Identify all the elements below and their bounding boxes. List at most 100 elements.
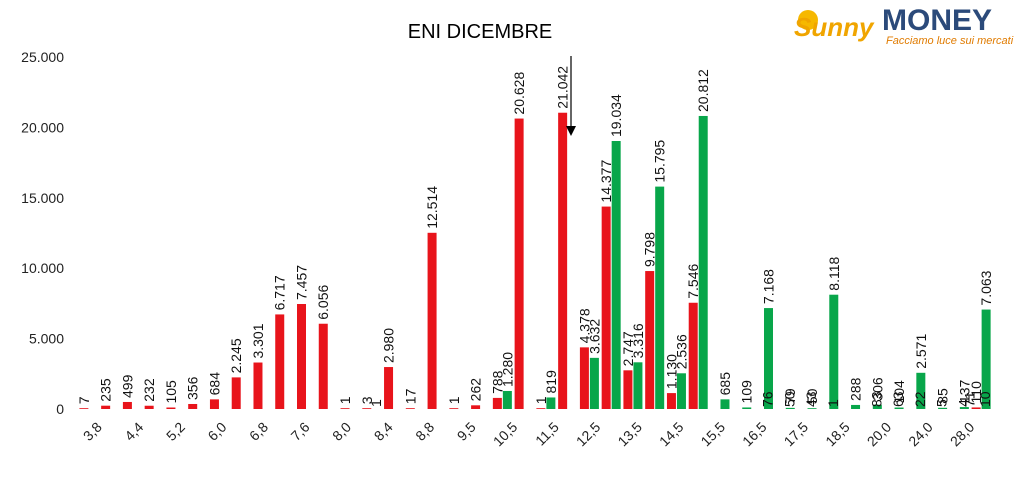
- call-bar: [851, 404, 861, 409]
- put-data-label: 1: [533, 396, 549, 404]
- put-bar: [166, 407, 176, 409]
- call-bar: [676, 373, 686, 409]
- call-data-label: 2.571: [913, 334, 929, 369]
- x-axis: 3,8 4,4 5,2 6,0 6,8 7,6 8,0 8,4 8,8 9,5 10,5 11,5 12…: [80, 419, 978, 450]
- put-bar: [340, 408, 350, 409]
- x-tick-label: 24,0: [905, 419, 936, 450]
- put-data-label: 232: [141, 378, 157, 402]
- call-bar: [894, 407, 904, 409]
- put-bar: [623, 370, 633, 409]
- put-data-label: 20.628: [511, 72, 527, 115]
- x-tick-label: 5,2: [163, 419, 188, 444]
- put-bar: [209, 399, 219, 409]
- put-data-label: 105: [163, 380, 179, 404]
- extra-data-label: 43: [803, 391, 819, 407]
- put-data-label: 7: [76, 396, 92, 404]
- call-data-label: 109: [739, 380, 755, 404]
- put-bar: [579, 347, 589, 409]
- put-data-label: 2.747: [620, 331, 636, 366]
- put-bar: [688, 302, 698, 409]
- put-data-label: 1: [446, 396, 462, 404]
- call-data-label: 137: [956, 379, 972, 403]
- call-bar: [502, 390, 512, 409]
- put-bar: [558, 112, 568, 409]
- x-tick-label: 11,5: [532, 419, 562, 449]
- extra-data-label: 1: [825, 399, 841, 407]
- put-data-label: 2.980: [381, 328, 397, 363]
- x-tick-label: 18,5: [822, 419, 853, 450]
- put-bar: [188, 403, 198, 409]
- call-data-label: 104: [891, 380, 907, 404]
- chart-title: ENI DICEMBRE: [408, 21, 552, 43]
- call-data-label: 819: [543, 370, 559, 394]
- x-tick-label: 15,5: [697, 419, 728, 450]
- x-tick-label: 16,5: [739, 419, 770, 450]
- put-bar: [405, 408, 415, 409]
- put-bar: [253, 362, 263, 409]
- put-data-label: 788: [489, 370, 505, 394]
- call-data-label: 1.280: [499, 352, 515, 387]
- call-data-label: 288: [848, 377, 864, 401]
- put-data-label: 262: [468, 378, 484, 402]
- arrowhead-icon: [566, 126, 576, 136]
- x-tick-label: 10,5: [490, 419, 521, 450]
- call-data-label: 20.812: [695, 69, 711, 112]
- put-bar: [971, 407, 981, 409]
- extra-data-label: 22: [912, 391, 928, 407]
- call-bar: [916, 372, 926, 409]
- call-bar: [938, 407, 948, 409]
- y-tick-label: 25.000: [21, 49, 64, 65]
- put-bar: [297, 304, 306, 409]
- logo-tagline: Facciamo luce sui mercati: [886, 35, 1014, 47]
- extra-data-label: 63: [890, 391, 906, 407]
- call-bar: [785, 407, 795, 409]
- x-tick-label: 17,5: [781, 419, 812, 450]
- x-tick-label: 20,0: [864, 419, 895, 450]
- call-data-label: 50: [804, 388, 820, 404]
- call-data-label: 306: [869, 377, 885, 401]
- call-data-label: 19.034: [608, 94, 624, 137]
- put-bar: [362, 408, 372, 409]
- extra-data-label: 10: [977, 391, 993, 407]
- x-tick-label: 9,5: [454, 419, 479, 444]
- x-tick-label: 8,4: [371, 419, 396, 444]
- put-data-label: 17: [402, 388, 418, 404]
- put-data-label: 14.377: [598, 160, 614, 203]
- put-data-label: 21.042: [555, 66, 571, 109]
- extra-data-label: 76: [760, 391, 776, 407]
- y-tick-label: 5.000: [29, 331, 64, 347]
- x-tick-label: 28,0: [947, 419, 978, 450]
- put-bar: [666, 393, 676, 409]
- y-tick-label: 20.000: [21, 119, 64, 135]
- extra-data-label: 71: [961, 391, 977, 407]
- call-data-label: 685: [717, 372, 733, 396]
- call-bar: [764, 308, 773, 409]
- put-data-label: 1.130: [663, 354, 679, 389]
- x-tick-label: 6,8: [246, 419, 271, 444]
- x-tick-label: 8,8: [412, 419, 437, 444]
- call-bar: [611, 141, 621, 409]
- put-data-label: 4.378: [576, 308, 592, 343]
- put-bar: [384, 367, 394, 409]
- put-bar: [492, 397, 502, 409]
- put-data-label: 9.798: [642, 232, 658, 267]
- put-data-label: 6.056: [315, 284, 331, 319]
- put-bar: [645, 271, 655, 409]
- put-bar: [318, 323, 328, 409]
- logo-brand-money: MONEY: [882, 4, 992, 37]
- sun-icon: [798, 10, 818, 30]
- extra-data-label: 5: [934, 399, 950, 407]
- call-data-label: 2.536: [673, 334, 689, 369]
- put-data-label: 7.457: [294, 265, 310, 300]
- put-bar: [144, 405, 154, 409]
- extra-data-label: 1: [368, 399, 384, 407]
- put-data-label: 3.301: [250, 323, 266, 358]
- x-tick-label: 7,6: [288, 419, 313, 444]
- put-data-label: 1: [337, 396, 353, 404]
- put-data-label: 3: [359, 396, 375, 404]
- y-tick-label: 0: [56, 401, 64, 417]
- call-data-label: 8.118: [826, 256, 842, 290]
- y-axis: 0 5.000 10.000 15.000 20.000 25.000: [21, 49, 64, 417]
- call-bar: [981, 309, 991, 409]
